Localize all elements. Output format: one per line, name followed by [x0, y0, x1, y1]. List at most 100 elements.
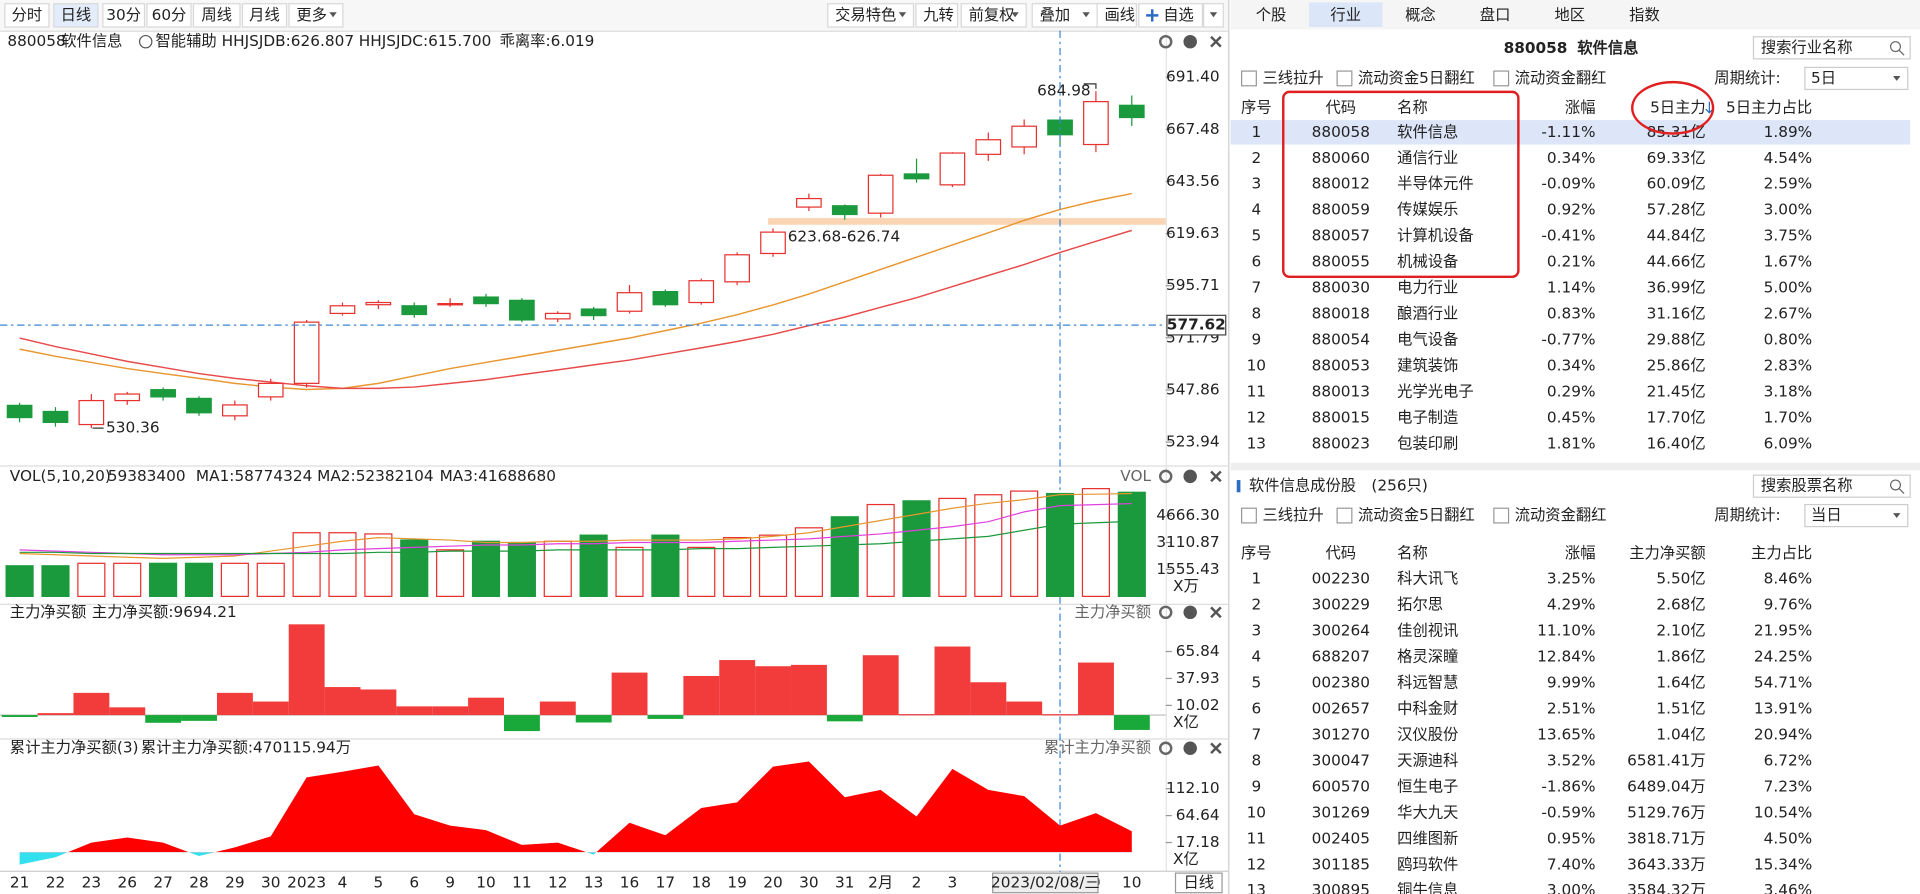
tab[interactable] [1458, 2, 1532, 27]
table-cell[interactable]: 1.51亿 [1656, 700, 1705, 718]
table-cell[interactable]: 880023 [1312, 434, 1370, 452]
table-cell[interactable]: 002230 [1312, 570, 1370, 588]
table-cell[interactable]: 3.25% [1547, 570, 1596, 588]
period-value[interactable]: 5日 [1811, 69, 1836, 87]
table-cell[interactable]: 44.84亿 [1647, 227, 1706, 245]
table-cell[interactable]: 电子制造 [1397, 408, 1458, 426]
table-cell[interactable]: 69.33亿 [1647, 149, 1706, 167]
period-label[interactable]: 月线 [249, 6, 280, 24]
table-cell[interactable]: 3 [1251, 622, 1261, 640]
tool-label[interactable]: 画线 [1104, 6, 1135, 24]
tab-label[interactable]: 行业 [1330, 6, 1361, 24]
table-cell[interactable]: 7.40% [1547, 855, 1596, 873]
table-cell[interactable]: 880055 [1312, 253, 1370, 271]
table-cell[interactable]: 300229 [1312, 596, 1370, 614]
table-cell[interactable]: -0.59% [1541, 803, 1595, 821]
table-cell[interactable]: 0.29% [1547, 382, 1596, 400]
period-button[interactable] [241, 3, 288, 28]
table-cell[interactable]: 36.99亿 [1647, 279, 1706, 297]
table-cell[interactable]: 机械设备 [1397, 253, 1458, 271]
table-cell[interactable]: 880058 [1312, 123, 1370, 141]
table-cell[interactable]: 3 [1251, 175, 1261, 193]
table-cell[interactable]: 3.46% [1764, 881, 1813, 894]
tool-button[interactable] [960, 3, 1027, 28]
table-cell[interactable]: 5.50亿 [1656, 570, 1705, 588]
filter-label[interactable]: 三线拉升 [1262, 69, 1323, 87]
table-cell[interactable]: 半导体元件 [1397, 175, 1474, 193]
table-cell[interactable]: 54.71% [1754, 674, 1812, 692]
period-label[interactable]: 周线 [201, 6, 232, 24]
table-cell[interactable]: 2 [1251, 596, 1261, 614]
tab-label[interactable]: 个股 [1256, 6, 1287, 24]
table-cell[interactable]: 6.72% [1764, 751, 1813, 769]
table-cell[interactable]: 29.88亿 [1647, 330, 1706, 348]
table-cell[interactable]: 3.00% [1764, 201, 1813, 219]
table-cell[interactable]: 880018 [1312, 305, 1370, 323]
table-cell[interactable]: 10 [1247, 356, 1266, 374]
table-cell[interactable]: 31.16亿 [1647, 305, 1706, 323]
table-cell[interactable]: 13.91% [1754, 700, 1812, 718]
table-cell[interactable]: 880053 [1312, 356, 1370, 374]
table-cell[interactable]: 300895 [1312, 881, 1370, 894]
table-cell[interactable]: 恒生电子 [1397, 777, 1458, 795]
table-cell[interactable]: 0.34% [1547, 149, 1596, 167]
table-cell[interactable]: 44.66亿 [1647, 253, 1706, 271]
table-cell[interactable]: 21.95% [1754, 622, 1812, 640]
table-cell[interactable]: 佳创视讯 [1397, 622, 1458, 640]
table-cell[interactable]: 002405 [1312, 829, 1370, 847]
table-cell[interactable]: 60.09亿 [1647, 175, 1706, 193]
table-cell[interactable]: 0.45% [1547, 408, 1596, 426]
table-cell[interactable]: 0.21% [1547, 253, 1596, 271]
table-cell[interactable]: 13 [1247, 434, 1266, 452]
table-cell[interactable]: 688207 [1312, 648, 1370, 666]
period-label[interactable]: 更多 [296, 6, 327, 24]
table-cell[interactable]: 8 [1251, 751, 1261, 769]
table-cell[interactable]: 880057 [1312, 227, 1370, 245]
table-cell[interactable]: 3.00% [1547, 881, 1596, 894]
table-cell[interactable]: 3.75% [1764, 227, 1813, 245]
table-cell[interactable]: 0.34% [1547, 356, 1596, 374]
table-cell[interactable]: 17.70亿 [1647, 408, 1706, 426]
tool-button[interactable] [1096, 3, 1137, 28]
close-icon[interactable] [1210, 470, 1222, 483]
table-cell[interactable]: 880060 [1312, 149, 1370, 167]
table-cell[interactable]: 通信行业 [1397, 149, 1458, 167]
period-button[interactable] [102, 3, 146, 28]
period-button[interactable] [192, 3, 241, 28]
checkbox[interactable] [1336, 70, 1353, 87]
table-cell[interactable]: 9 [1251, 777, 1261, 795]
table-cell[interactable]: 传媒娱乐 [1397, 201, 1458, 219]
table-cell[interactable]: 电力行业 [1397, 279, 1458, 297]
table-cell[interactable]: 16.40亿 [1647, 434, 1706, 452]
table-cell[interactable]: 2.67% [1764, 305, 1813, 323]
tab[interactable] [1234, 2, 1308, 27]
table-cell[interactable]: 1.81% [1547, 434, 1596, 452]
table-cell[interactable]: 11 [1247, 382, 1266, 400]
help-icon[interactable] [1183, 605, 1197, 620]
help-icon[interactable] [1183, 469, 1197, 484]
table-cell[interactable]: 12.84% [1537, 648, 1595, 666]
table-cell[interactable]: 4 [1251, 201, 1261, 219]
table-cell[interactable]: 300264 [1312, 622, 1370, 640]
table-cell[interactable]: 2.10亿 [1656, 622, 1705, 640]
table-cell[interactable]: 光学光电子 [1397, 382, 1474, 400]
tool-button[interactable] [827, 3, 915, 28]
table-cell[interactable]: 3.52% [1547, 751, 1596, 769]
checkbox[interactable] [1241, 507, 1257, 524]
table-cell[interactable]: 600570 [1312, 777, 1370, 795]
filter-label[interactable]: 流动资金5日翻红 [1358, 506, 1475, 524]
table-cell[interactable]: 铜牛信息 [1397, 881, 1458, 894]
table-cell[interactable]: 6581.41万 [1627, 751, 1706, 769]
table-cell[interactable]: 20.94% [1754, 726, 1812, 744]
period-value[interactable]: 当日 [1811, 506, 1842, 524]
table-cell[interactable]: 天源迪科 [1397, 751, 1458, 769]
tab-label[interactable]: 地区 [1554, 6, 1585, 24]
table-cell[interactable]: 002380 [1312, 674, 1370, 692]
table-cell[interactable]: 科大讯飞 [1397, 570, 1458, 588]
table-cell[interactable]: 2 [1251, 149, 1261, 167]
table-cell[interactable]: 002657 [1312, 700, 1370, 718]
table-cell[interactable]: 13 [1247, 881, 1266, 894]
search-placeholder[interactable]: 搜索股票名称 [1761, 477, 1853, 495]
table-cell[interactable]: 0.83% [1547, 305, 1596, 323]
table-cell[interactable]: 10 [1247, 803, 1266, 821]
